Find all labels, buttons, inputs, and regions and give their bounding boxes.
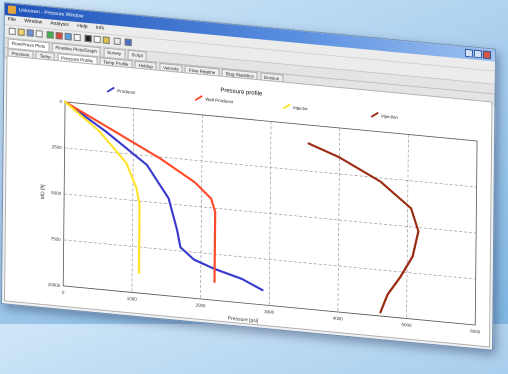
menu-file[interactable]: File (7, 16, 16, 24)
chart-legend: Producer Well Producer Injector Injection (106, 86, 398, 120)
menu-info[interactable]: Info (95, 24, 105, 32)
legend-label: Producer (117, 88, 136, 95)
x-grid-line (131, 108, 135, 293)
app-icon (7, 5, 16, 15)
legend-swatch (282, 103, 291, 110)
series-line-injection (307, 142, 420, 314)
table-icon[interactable] (73, 33, 81, 42)
legend-swatch (370, 111, 379, 118)
grid-icon[interactable] (84, 34, 92, 43)
chart-panel: Pressure profile Producer Well Producer In… (4, 55, 493, 348)
close-button[interactable] (482, 50, 491, 60)
menu-analysis[interactable]: Analysis (50, 20, 69, 29)
print-icon[interactable] (35, 30, 43, 38)
app-window: Unknown - Pressure Window File Window An… (0, 2, 496, 351)
series-line-well-producer (63, 100, 217, 283)
x-tick-label: 2000 (195, 302, 206, 308)
legend-label: Well Producer (205, 97, 234, 105)
x-tick-label: 1000 (127, 296, 138, 302)
y-tick-label: 2500 (52, 144, 63, 150)
y-tick-label: 10000 (48, 282, 61, 288)
info-icon[interactable] (124, 38, 132, 47)
legend-swatch (194, 95, 203, 102)
x-tick-label: 5000 (401, 322, 412, 328)
x-tick-label: 0 (62, 290, 65, 295)
series-line-producer (63, 100, 264, 292)
chart-icon[interactable] (64, 32, 72, 41)
chart-title: Pressure profile (220, 88, 263, 98)
y-grid-line (64, 193, 477, 234)
save-icon[interactable] (26, 29, 34, 37)
legend-swatch (106, 86, 115, 93)
run-icon[interactable] (46, 31, 54, 39)
y-tick-label: 0 (60, 99, 63, 104)
chart-series (63, 100, 420, 314)
menu-help[interactable]: Help (77, 22, 88, 30)
y-axis-label: MD [ft] (40, 184, 46, 200)
y-grid-line (64, 147, 477, 188)
new-icon[interactable] (8, 27, 16, 36)
stop-icon[interactable] (55, 31, 63, 40)
minimize-button[interactable] (464, 48, 473, 58)
y-tick-label: 5000 (51, 190, 62, 196)
open-icon[interactable] (17, 28, 25, 36)
x-tick-label: 4000 (333, 316, 344, 322)
y-tick-label: 7500 (51, 236, 62, 242)
x-grid-line (337, 127, 341, 313)
pressure-profile-chart: Pressure profile Producer Well Producer In… (40, 86, 481, 335)
series-line-injector (63, 100, 141, 274)
x-tick-label: 3000 (264, 309, 275, 315)
x-axis-label: Pressure [psi] (228, 316, 259, 325)
legend-label: Injector (293, 105, 308, 111)
chart-grid (62, 101, 478, 326)
zoom-icon[interactable] (93, 35, 101, 44)
export-icon[interactable] (102, 36, 110, 45)
help-icon[interactable] (113, 37, 121, 46)
x-tick-label: 6000 (470, 329, 481, 335)
y-grid-line (63, 239, 476, 280)
menu-window[interactable]: Window (24, 17, 43, 26)
legend-label: Injection (381, 113, 398, 120)
x-grid-line (406, 134, 409, 319)
maximize-button[interactable] (473, 49, 482, 59)
